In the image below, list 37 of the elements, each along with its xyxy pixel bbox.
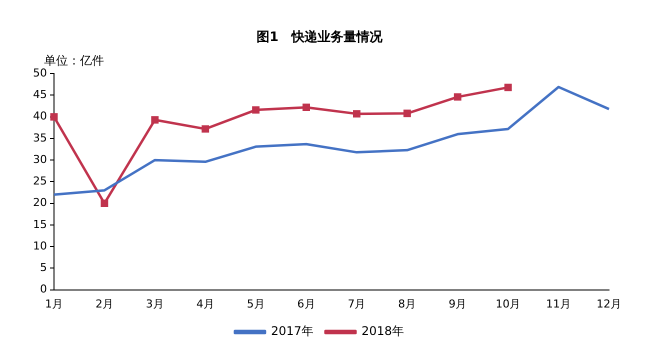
- x-tick-label: 12月: [596, 297, 622, 310]
- point: [252, 106, 260, 114]
- y-tick-label: 40: [32, 110, 47, 123]
- point: [50, 113, 58, 121]
- y-axis-title: 单位：亿件: [44, 54, 104, 68]
- x-tick-label: 1月: [44, 297, 63, 310]
- y-tick-label: 45: [32, 88, 47, 102]
- x-tick-label: 2月: [95, 297, 114, 310]
- y-tick-label: 5: [40, 261, 47, 274]
- y-tick-label: 35: [32, 131, 47, 144]
- point: [100, 200, 108, 208]
- point: [403, 110, 411, 118]
- chart-title: 图1 快递业务量情况: [256, 29, 384, 46]
- point: [202, 125, 210, 133]
- point: [454, 93, 462, 101]
- legend-label: 2017年: [270, 324, 314, 338]
- x-tick-label: 7月: [348, 297, 366, 310]
- y-tick-label: 30: [32, 152, 47, 166]
- y-tick-label: 20: [32, 196, 47, 210]
- x-tick-label: 9月: [448, 297, 467, 310]
- y-tick-label: 15: [32, 218, 47, 231]
- x-tick-label: 8月: [398, 297, 416, 310]
- y-tick-label: 0: [40, 282, 47, 296]
- x-tick-label: 6月: [297, 297, 316, 310]
- x-tick-label: 11月: [546, 297, 572, 310]
- x-tick-label: 10月: [496, 297, 521, 310]
- y-tick-label: 10: [32, 239, 47, 252]
- y-tick-label: 50: [32, 66, 47, 80]
- x-tick-label: 3月: [146, 297, 164, 310]
- x-tick-label: 5月: [246, 297, 265, 310]
- point: [302, 104, 310, 112]
- point: [504, 84, 512, 92]
- x-tick-label: 4月: [196, 297, 214, 310]
- point: [151, 116, 159, 124]
- y-tick-label: 25: [32, 174, 47, 188]
- legend-label: 2018年: [362, 324, 404, 338]
- point: [353, 110, 360, 118]
